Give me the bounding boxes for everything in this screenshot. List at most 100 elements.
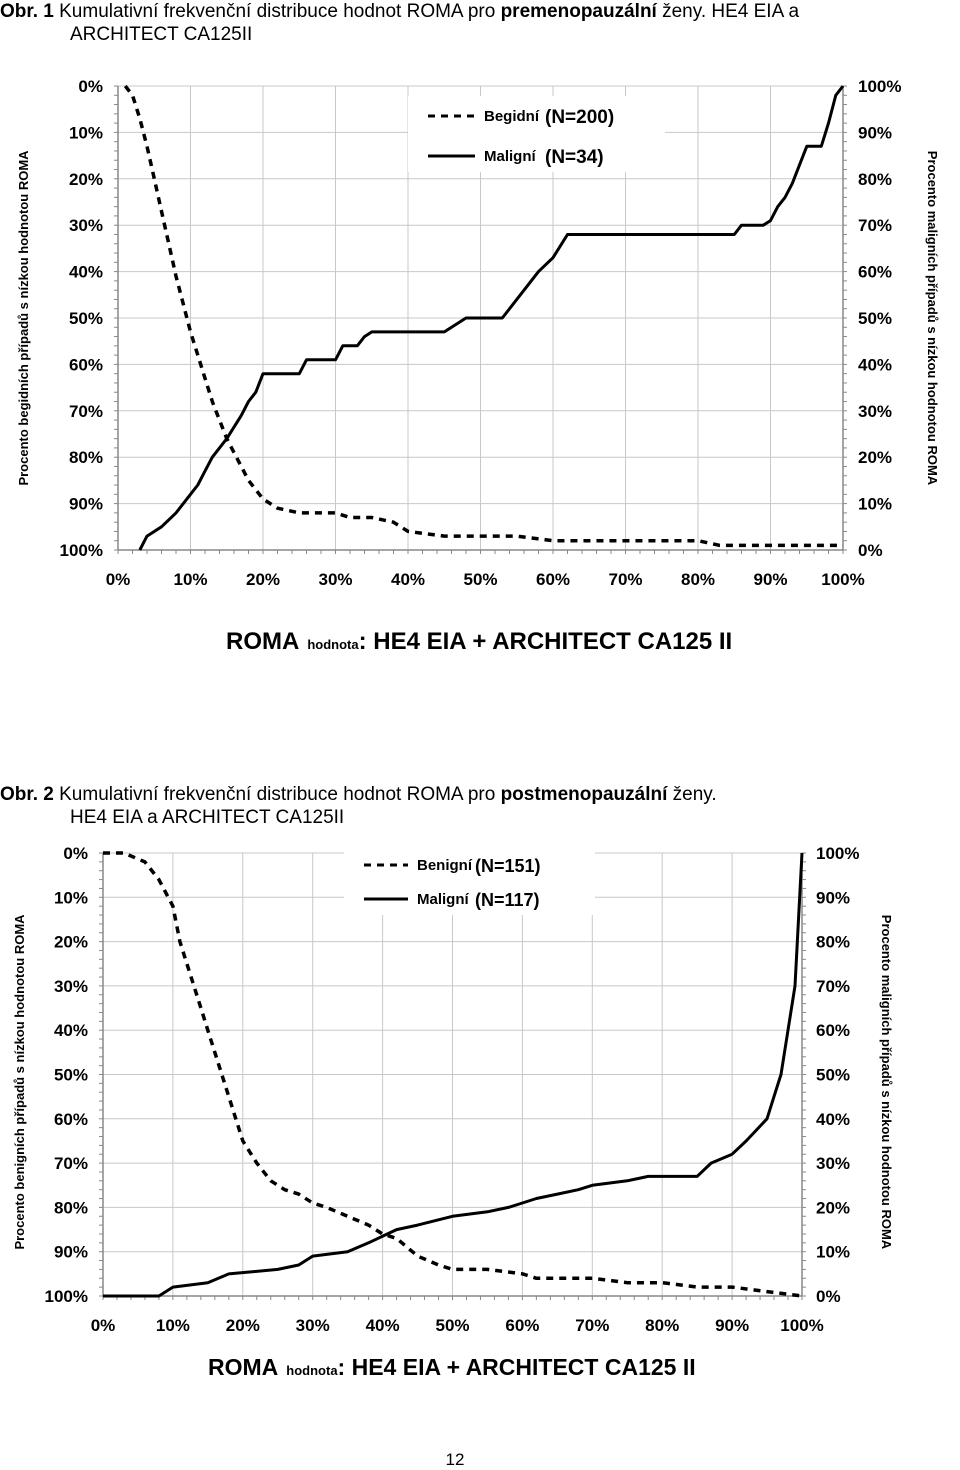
legend-n-maligní: (N=117) [475, 890, 540, 910]
y-left-tick-label: 60% [69, 355, 103, 374]
y-left-tick-label: 100% [45, 1287, 88, 1306]
y-left-tick-label: 20% [54, 933, 88, 952]
x-tick-label: 0% [91, 1316, 116, 1335]
legend-n-begidní: (N=200) [545, 107, 614, 128]
x-tick-label: 80% [645, 1316, 679, 1335]
y-right-tick-label: 100% [816, 844, 859, 863]
y-left-tick-label: 40% [54, 1021, 88, 1040]
x-tick-label: 30% [296, 1316, 330, 1335]
figure-1-caption-text-a: Kumulativní frekvenční distribuce hodnot… [53, 1, 501, 22]
y-right-tick-label: 20% [816, 1198, 850, 1217]
figure-2: 0% 10% 20% 30% 40% 50% 60% 70% 80% 90% 100% 100% 90%… [0, 830, 960, 1400]
x-tick-label: 10% [173, 570, 207, 589]
series-line-maligní [138, 85, 845, 551]
x-tick-label: 70% [608, 570, 642, 589]
y-left-tick-label: 60% [54, 1110, 88, 1129]
x-axis-title-part-b: : HE4 EIA + ARCHITECT CA125 II [338, 1354, 696, 1380]
y-right-tick-label: 50% [816, 1066, 850, 1085]
page-number: 12 [445, 1450, 465, 1469]
x-axis-title-part-b: : HE4 EIA + ARCHITECT CA125 II [359, 628, 733, 655]
x-tick-label: 20% [246, 570, 280, 589]
x-tick-label: 30% [318, 570, 352, 589]
y-right-tick-label: 40% [816, 1110, 850, 1129]
x-tick-label: 90% [753, 570, 787, 589]
x-tick-label: 40% [391, 570, 425, 589]
x-tick-label: 70% [575, 1316, 609, 1335]
x-tick-label: 60% [505, 1316, 539, 1335]
y-right-tick-label: 30% [858, 402, 892, 421]
x-tick-label: 100% [821, 570, 864, 589]
x-axis-title-small: hodnota [307, 637, 359, 652]
y-right-tick-label: 70% [858, 216, 892, 235]
y-left-tick-label: 0% [63, 844, 88, 863]
figure-1-caption-line2: ARCHITECT CA125II [70, 24, 253, 45]
y-axis-right-title: Procento maligních případů s nízkou hodn… [925, 151, 940, 486]
y-left-tick-label: 30% [54, 977, 88, 996]
figure-1-number: Obr. 1 [0, 1, 54, 22]
legend-label-begidní: Begidní [484, 108, 540, 125]
y-left-tick-label: 0% [78, 77, 103, 96]
y-axis-right-title: Procento maligních případů s nízkou hodn… [879, 915, 894, 1250]
x-tick-label: 100% [780, 1316, 823, 1335]
y-right-tick-label: 80% [858, 170, 892, 189]
chart-2: 0% 10% 20% 30% 40% 50% 60% 70% 80% 90% 100% 100% 90%… [12, 844, 894, 1380]
y-left-tick-label: 80% [54, 1198, 88, 1217]
figure-1-caption-text-b: ženy. HE4 EIA a [656, 1, 800, 22]
x-tick-label: 0% [106, 570, 131, 589]
x-axis-title: ROMA hodnota: HE4 EIA + ARCHITECT CA125 I… [208, 1354, 696, 1380]
y-left-tick-label: 40% [69, 263, 103, 282]
legend-background [344, 845, 595, 915]
y-right-tick-label: 0% [816, 1287, 841, 1306]
figure-2-caption-bold: postmenopauzální [500, 784, 668, 805]
y-left-tick-label: 100% [60, 541, 103, 560]
y-right-tick-label: 100% [858, 77, 901, 96]
y-right-tick-label: 70% [816, 977, 850, 996]
legend-n-benigní: (N=151) [475, 856, 541, 876]
y-right-tick-label: 10% [858, 495, 892, 514]
x-tick-label: 80% [681, 570, 715, 589]
series-line-maligní [103, 852, 804, 1298]
y-right-tick-label: 50% [858, 309, 892, 328]
figure-2-caption-text-a: Kumulativní frekvenční distribuce hodnot… [53, 784, 501, 805]
y-right-tick-label: 60% [858, 263, 892, 282]
figure-2-caption: Obr. 2 Kumulativní frekvenční distribuce… [0, 783, 717, 829]
x-tick-label: 60% [536, 570, 570, 589]
legend-label-maligní: Maligní [484, 148, 536, 165]
x-tick-label: 20% [226, 1316, 260, 1335]
x-tick-label: 50% [463, 570, 497, 589]
series-line-begidní [123, 84, 843, 548]
y-right-tick-label: 80% [816, 933, 850, 952]
figure-2-number: Obr. 2 [0, 784, 54, 805]
y-left-tick-label: 10% [69, 123, 103, 142]
y-left-tick-label: 80% [69, 448, 103, 467]
figure-2-caption-text-b: ženy. [667, 784, 717, 805]
y-left-tick-label: 50% [54, 1066, 88, 1085]
y-right-tick-label: 0% [858, 541, 883, 560]
y-axis-left-title: Procento benigních případů s nízkou hodn… [12, 914, 27, 1250]
legend-background [408, 96, 665, 172]
y-right-tick-label: 90% [816, 888, 850, 907]
y-left-tick-label: 30% [69, 216, 103, 235]
x-tick-label: 50% [435, 1316, 469, 1335]
y-left-tick-label: 70% [54, 1154, 88, 1173]
y-left-tick-label: 90% [54, 1243, 88, 1262]
y-left-tick-label: 90% [69, 495, 103, 514]
legend-label-benigní: Benigní [417, 857, 473, 874]
y-right-tick-label: 20% [858, 448, 892, 467]
legend-label-maligní: Maligní [417, 891, 469, 908]
y-right-tick-label: 40% [858, 355, 892, 374]
x-axis-title-part-a: ROMA [208, 1354, 278, 1380]
figure-2-caption-line2: HE4 EIA a ARCHITECT CA125II [70, 807, 345, 828]
x-tick-label: 10% [156, 1316, 190, 1335]
x-tick-label: 90% [715, 1316, 749, 1335]
y-right-tick-label: 10% [816, 1243, 850, 1262]
y-left-tick-label: 10% [54, 888, 88, 907]
x-axis-title-part-a: ROMA [226, 628, 299, 655]
y-left-tick-label: 70% [69, 402, 103, 421]
figure-1-caption-bold: premenopauzální [500, 1, 657, 22]
legend-n-maligní: (N=34) [545, 147, 604, 168]
x-axis-title-small: hodnota [286, 1363, 338, 1378]
figure-1-caption: Obr. 1 Kumulativní frekvenční distribuce… [0, 0, 799, 46]
chart-1: 0% 10% 20% 30% 40% 50% 60% 70% 80% 90% 100% 100% 90%… [16, 77, 940, 655]
x-tick-label: 40% [366, 1316, 400, 1335]
